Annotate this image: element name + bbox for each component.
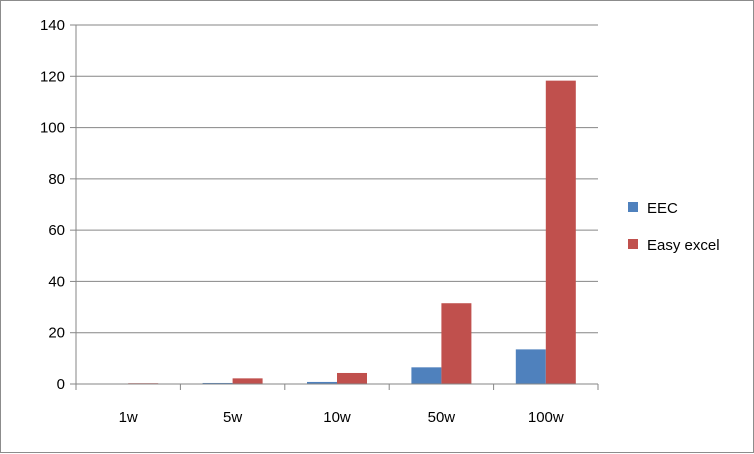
bar-easy-excel-5w	[233, 378, 263, 384]
y-tick-label: 140	[40, 17, 65, 34]
x-tick-label: 50w	[428, 409, 456, 426]
bars	[98, 81, 576, 384]
bar-easy-excel-50w	[441, 303, 471, 384]
x-tick-label: 5w	[223, 409, 242, 426]
bar-easy-excel-10w	[337, 373, 367, 384]
legend-label: EEC	[647, 200, 678, 217]
legend-swatch-easy-excel	[628, 239, 638, 249]
axes: 0 20 40 60 80 100 120 140 1w 5w 10w 50w 100w	[40, 17, 598, 426]
y-tick-label: 100	[40, 120, 65, 137]
bar-eec-50w	[411, 367, 441, 384]
y-tick-label: 120	[40, 68, 65, 85]
y-tick-label: 80	[48, 171, 65, 188]
y-tick-label: 60	[48, 222, 65, 239]
bar-eec-100w	[516, 349, 546, 384]
bar-easy-excel-100w	[546, 81, 576, 384]
x-tick-label: 10w	[323, 409, 351, 426]
legend-swatch-eec	[628, 202, 638, 212]
x-tick-label: 1w	[119, 409, 138, 426]
gridlines	[70, 25, 598, 384]
legend: EEC Easy excel	[628, 200, 720, 254]
y-tick-label: 20	[48, 325, 65, 342]
y-tick-label: 0	[57, 376, 65, 393]
y-tick-label: 40	[48, 273, 65, 290]
x-tick-label: 100w	[528, 409, 564, 426]
legend-label: Easy excel	[647, 237, 720, 254]
